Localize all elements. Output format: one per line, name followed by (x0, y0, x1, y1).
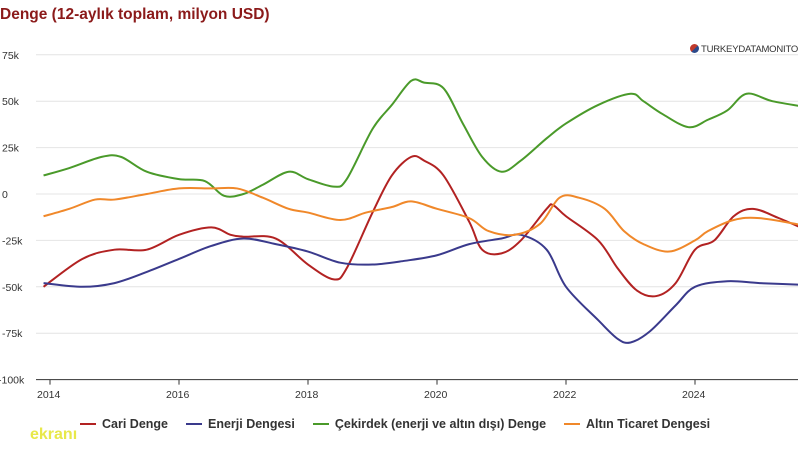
legend-label: Enerji Dengesi (208, 417, 295, 431)
series-line-2 (43, 78, 798, 198)
watermark: ekranı (30, 426, 78, 443)
series-line-1 (43, 233, 798, 344)
y-tick-label: -50k (2, 282, 23, 294)
y-tick-label: 0 (2, 189, 8, 201)
legend: Cari Denge Enerji Dengesi Çekirdek (enerji… (80, 417, 710, 431)
x-tick-label: 2024 (682, 389, 706, 401)
legend-label: Çekirdek (enerji ve altın dışı) Denge (334, 417, 547, 431)
legend-label: Altın Ticaret Dengesi (586, 417, 711, 431)
line-chart: 75k 50k 25k 0 -25k -50k -75k -100k 2014 2016 2018 2… (0, 50, 798, 401)
y-tick-label: -75k (2, 328, 23, 340)
legend-item[interactable]: Cari Denge (80, 417, 168, 431)
y-tick-label: -100k (0, 375, 25, 387)
y-tick-label: 75k (2, 50, 20, 62)
y-tick-label: 50k (2, 96, 20, 108)
legend-swatch (312, 423, 329, 425)
series-line-0 (42, 154, 798, 298)
legend-item[interactable]: Çekirdek (enerji ve altın dışı) Denge (312, 417, 547, 431)
x-tick-label: 2020 (424, 389, 448, 401)
legend-swatch (186, 423, 202, 425)
x-tick-label: 2014 (37, 389, 61, 401)
logo-icon (690, 44, 699, 53)
legend-item[interactable]: Enerji Dengesi (186, 417, 295, 431)
legend-swatch (564, 423, 581, 425)
legend-item[interactable]: Altın Ticaret Dengesi (564, 417, 710, 431)
legend-swatch (80, 423, 96, 425)
chart-title: Denge (12-aylık toplam, milyon USD) (0, 6, 270, 23)
source-logo: TURKEYDATAMONITOR (690, 44, 798, 55)
y-tick-label: -25k (2, 235, 23, 247)
legend-label: Cari Denge (102, 417, 168, 431)
series-line-3 (43, 186, 798, 253)
logo-text: TURKEYDATAMONITOR (701, 44, 798, 55)
x-tick-label: 2018 (295, 389, 319, 401)
y-tick-label: 25k (2, 143, 20, 155)
x-tick-label: 2016 (166, 389, 190, 401)
x-tick-label: 2022 (553, 389, 577, 401)
